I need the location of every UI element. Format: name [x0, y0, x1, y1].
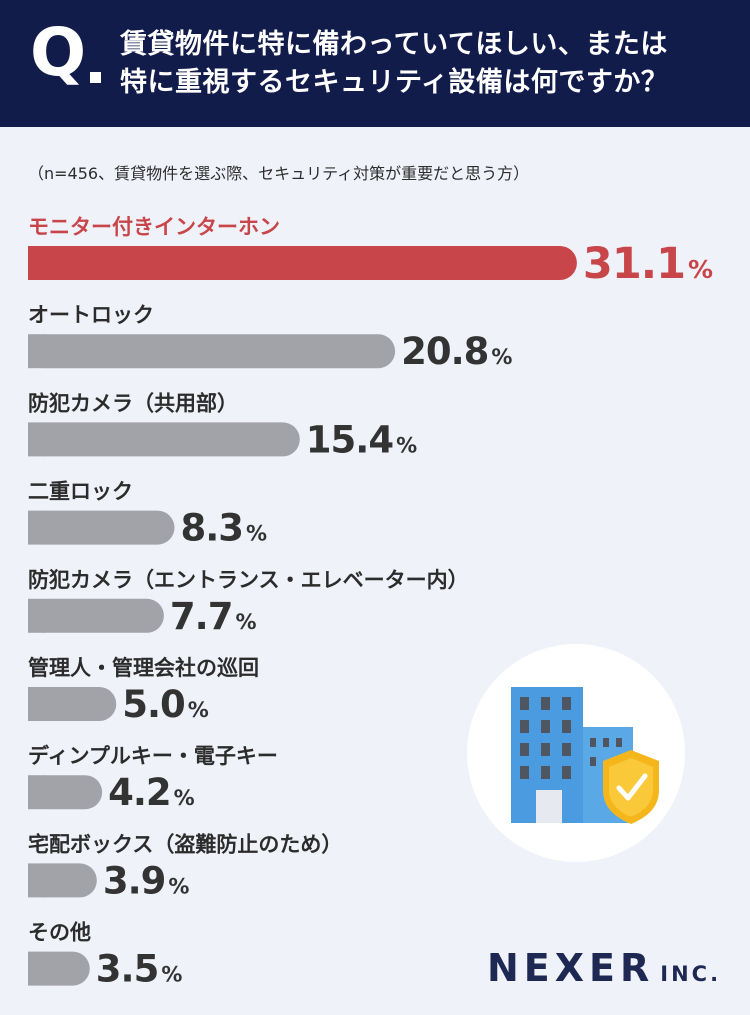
bar-start [28, 598, 45, 633]
bar-row: 宅配ボックス（盗難防止のため） 3.9% [28, 832, 342, 902]
building-with-shield-icon [467, 644, 685, 862]
bar [28, 863, 97, 898]
data-label-unit: % [396, 433, 417, 457]
bar-start [28, 951, 45, 986]
bar-start [28, 422, 45, 457]
bar-label: 管理人・管理会社の巡回 [28, 656, 259, 680]
building-door [536, 790, 562, 823]
data-label: 15.4% [306, 418, 417, 461]
q-mark-dot [90, 72, 101, 83]
data-label: 8.3% [180, 507, 267, 550]
bar-start [28, 863, 45, 898]
data-label-unit: % [161, 963, 182, 987]
data-label-unit: % [235, 610, 256, 634]
bar-row: 二重ロック 8.3% [28, 480, 268, 550]
data-label: 20.8% [401, 330, 512, 373]
building-windows [520, 697, 622, 779]
question-line-2: 特に重視するセキュリティ設備は何ですか？ [120, 67, 669, 98]
question-text: 賃貸物件に特に備わっていてほしい、または 特に重視するセキュリティ設備は何ですか… [120, 26, 740, 102]
question-header: Q 賃貸物件に特に備わっていてほしい、または 特に重視するセキュリティ設備は何で… [0, 0, 750, 127]
logo-suffix: INC. [660, 962, 722, 986]
check-icon [616, 773, 648, 801]
data-label: 7.7% [170, 595, 257, 638]
data-label-unit: % [491, 345, 512, 369]
data-label-unit: % [246, 522, 267, 546]
data-label-unit: % [188, 698, 209, 722]
bar-label: ディンプルキー・電子キー [28, 744, 278, 768]
bar [28, 598, 164, 633]
bar-row: オートロック 20.8% [28, 303, 513, 373]
bar-row: 管理人・管理会社の巡回 5.0% [28, 656, 259, 726]
bar [28, 334, 396, 369]
data-label: 31.1% [583, 239, 713, 289]
bar-row: ディンプルキー・電子キー 4.2% [28, 744, 278, 814]
bar-row: 防犯カメラ（共用部） 15.4% [28, 391, 418, 461]
bars-layer: モニター付きインターホン 31.1 % オートロック 20.8 % 防犯カメラ（共用部） 15… [28, 215, 714, 991]
bar-label: 防犯カメラ（エントランス・エレベーター内） [28, 568, 469, 592]
data-label: 3.5% [96, 948, 183, 991]
bar [28, 687, 117, 721]
data-label-unit: % [168, 874, 189, 898]
data-label-unit: % [174, 786, 195, 810]
question-line-1: 賃貸物件に特に備わっていてほしい、または [120, 29, 668, 60]
bar-label: モニター付きインターホン [28, 215, 280, 239]
bar-start [28, 334, 45, 369]
bar-row: 防犯カメラ（エントランス・エレベーター内） 7.7% [28, 568, 469, 638]
nexer-logo: NEXER INC. [487, 946, 721, 990]
data-label: 4.2% [108, 771, 195, 814]
bar-label: 防犯カメラ（共用部） [28, 391, 238, 415]
data-label-unit: % [688, 255, 713, 284]
bar-start [28, 775, 45, 810]
bar [28, 422, 300, 457]
bar [28, 246, 577, 280]
bar-label: その他 [28, 921, 91, 945]
bar [28, 775, 103, 810]
bar [28, 510, 175, 545]
bar-row: モニター付きインターホン 31.1% [28, 215, 714, 289]
data-label: 3.9% [103, 859, 190, 902]
bar-start [28, 687, 45, 721]
q-mark: Q [30, 14, 87, 91]
sample-note: （n=456、賃貸物件を選ぶ際、セキュリティ対策が重要だと思う方） [28, 164, 530, 183]
logo-name: NEXER [487, 946, 655, 990]
bar-start [28, 510, 45, 545]
bar-label: 宅配ボックス（盗難防止のため） [28, 832, 342, 856]
bar-label: 二重ロック [28, 480, 133, 504]
data-label: 5.0% [122, 683, 209, 726]
bar-start [28, 246, 45, 280]
bar-label: オートロック [28, 303, 154, 327]
